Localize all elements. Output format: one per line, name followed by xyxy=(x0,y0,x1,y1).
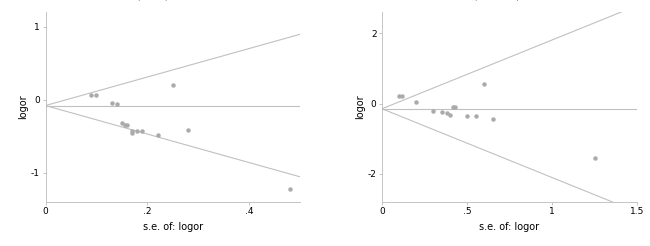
Point xyxy=(120,123,130,127)
Point xyxy=(127,131,137,135)
Point xyxy=(107,101,117,105)
Point xyxy=(153,133,163,137)
Point xyxy=(488,117,498,121)
Point xyxy=(117,121,127,125)
Point xyxy=(590,156,600,160)
Point xyxy=(86,93,97,97)
Point xyxy=(448,105,459,109)
Point xyxy=(168,83,178,87)
Point xyxy=(285,187,296,191)
Point xyxy=(479,82,489,86)
Point xyxy=(445,113,455,117)
Point xyxy=(450,105,460,109)
Point xyxy=(122,123,133,127)
Point xyxy=(132,129,142,133)
Point xyxy=(428,108,438,112)
Point xyxy=(127,129,137,133)
Point xyxy=(462,114,473,118)
Point xyxy=(112,102,122,106)
X-axis label: s.e. of: logor: s.e. of: logor xyxy=(480,222,540,232)
X-axis label: s.e. of: logor: s.e. of: logor xyxy=(143,222,203,232)
Point xyxy=(397,94,408,98)
Y-axis label: logor: logor xyxy=(355,95,365,119)
Y-axis label: logor: logor xyxy=(18,95,28,119)
Point xyxy=(137,129,148,133)
Point xyxy=(471,114,481,118)
Point xyxy=(411,100,421,104)
Point xyxy=(436,110,447,114)
Point xyxy=(91,93,101,97)
Text: ESR1 rs9340799 (AAvsGG): ESR1 rs9340799 (AAvsGG) xyxy=(390,0,520,1)
Point xyxy=(441,111,452,115)
Point xyxy=(394,94,404,98)
Text: ESR1 rs9340799 (AvsG): ESR1 rs9340799 (AvsG) xyxy=(53,0,169,1)
Point xyxy=(183,128,194,132)
